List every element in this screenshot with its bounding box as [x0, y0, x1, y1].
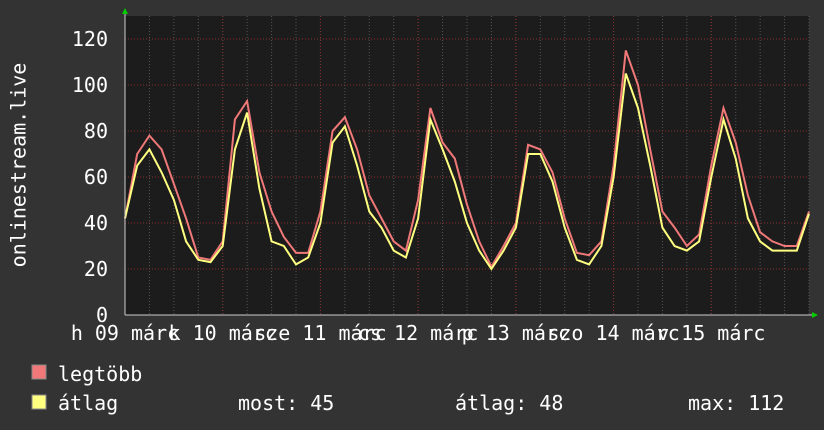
- stat: most: 45: [238, 391, 334, 415]
- x-tick-label: k 10 márc: [169, 321, 277, 345]
- stat: max: 112: [688, 391, 784, 415]
- legend-swatch: [31, 394, 47, 410]
- axis-arrow: [122, 8, 128, 14]
- series-line: [124, 73, 810, 271]
- axis-arrow: [812, 312, 818, 318]
- x-tick-label: p 13 márc: [462, 321, 570, 345]
- x-tick-label: cs 12 márc: [358, 321, 478, 345]
- y-tick-label: 60: [84, 165, 108, 189]
- y-tick-label: 20: [84, 257, 108, 281]
- y-tick-label: 0: [96, 303, 108, 327]
- plot-area: [125, 16, 809, 315]
- y-tick-label: 100: [72, 73, 108, 97]
- legend-swatch: [31, 364, 47, 380]
- y-tick-label: 40: [84, 211, 108, 235]
- y-tick-label: 80: [84, 119, 108, 143]
- y-axis-label: onlinestream.live: [7, 63, 31, 268]
- x-tick-label: szo 14 márc: [547, 321, 679, 345]
- x-tick-label: h 09 márc: [71, 321, 179, 345]
- stat: átlag: 48: [455, 391, 563, 415]
- legend-label: legtöbb: [58, 362, 142, 386]
- series-line: [124, 50, 810, 269]
- x-tick-label: sze 11 márc: [254, 321, 386, 345]
- x-tick-label: v 15 márc: [657, 321, 765, 345]
- y-tick-label: 120: [72, 27, 108, 51]
- legend-label: átlag: [58, 391, 118, 415]
